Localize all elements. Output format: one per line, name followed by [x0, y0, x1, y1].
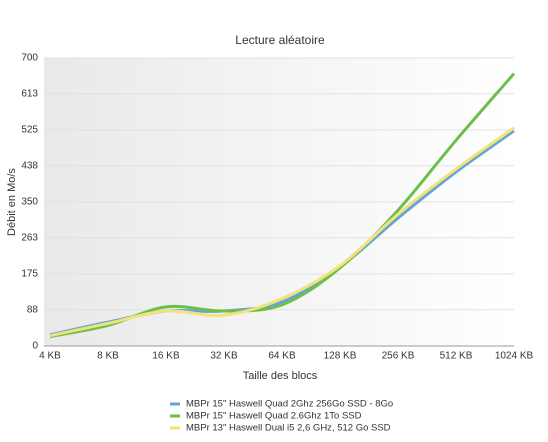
y-axis-title: Débit en Mo/s — [6, 168, 18, 236]
legend-label: MBPr 15" Haswell Quad 2Ghz 256Go SSD - 8… — [186, 399, 393, 410]
x-tick-label: 1024 KB — [495, 351, 534, 362]
y-tick-label: 438 — [21, 160, 38, 171]
legend-label: MBPr 13" Haswell Dual i5 2,6 GHz, 512 Go… — [186, 423, 391, 434]
x-tick-label: 64 KB — [268, 351, 296, 362]
y-tick-label: 700 — [21, 53, 38, 64]
x-tick-label: 8 KB — [97, 351, 119, 362]
legend-label: MBPr 15" Haswell Quad 2.6Ghz 1To SSD — [186, 411, 362, 422]
x-tick-label: 256 KB — [382, 351, 415, 362]
x-axis-title: Taille des blocs — [243, 370, 318, 382]
x-tick-label: 16 KB — [152, 351, 180, 362]
y-tick-label: 263 — [21, 232, 38, 243]
series-line — [49, 126, 515, 338]
x-tick-label: 512 KB — [440, 351, 473, 362]
chart-title: Lecture aléatoire — [235, 33, 325, 47]
y-tick-label: 175 — [21, 269, 38, 280]
y-tick-label: 525 — [21, 125, 38, 136]
y-tick-label: 350 — [21, 197, 38, 208]
x-tick-label: 32 KB — [210, 351, 238, 362]
y-tick-label: 613 — [21, 88, 38, 99]
y-tick-label: 88 — [27, 304, 39, 315]
y-tick-label: 0 — [32, 341, 38, 352]
x-tick-label: 4 KB — [39, 351, 61, 362]
x-tick-label: 128 KB — [324, 351, 357, 362]
